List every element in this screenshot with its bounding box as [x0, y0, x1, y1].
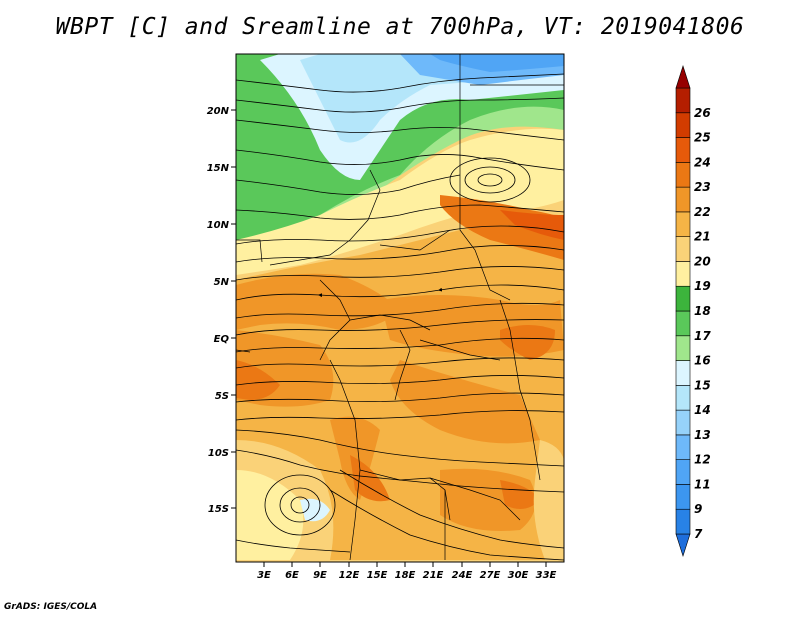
colorbar-label: 9 — [694, 502, 702, 516]
colorbar-segment — [675, 236, 691, 262]
lon-tick-label: 18E — [395, 570, 416, 581]
lon-tick-label: 24E — [452, 570, 473, 581]
lon-tick-label: 6E — [285, 570, 299, 581]
colorbar-segment — [675, 385, 691, 411]
colorbar-label: 13 — [694, 428, 711, 442]
streamlines — [236, 73, 564, 561]
colorbar-segment — [675, 285, 691, 312]
colorbar-label: 20 — [694, 254, 711, 268]
colorbar-segment — [675, 409, 691, 436]
colorbar-label: 12 — [694, 453, 711, 467]
colorbar-label: 17 — [694, 329, 711, 343]
lat-tick-label: 15N — [207, 163, 230, 174]
colorbar-segment — [675, 434, 691, 460]
colorbar-segment — [675, 137, 691, 163]
lon-tick-label: 15E — [367, 570, 388, 581]
lat-tick-label: 15S — [208, 504, 229, 515]
lat-tick-label: 10N — [207, 220, 230, 231]
colorbar-segment — [675, 508, 691, 535]
colorbar-label: 23 — [694, 180, 711, 194]
lon-tick-label: 30E — [508, 570, 529, 581]
colorbar-label: 24 — [694, 155, 711, 169]
lat-tick-label: 5N — [214, 277, 230, 288]
lon-tick-label: 3E — [257, 570, 271, 581]
colorbar-segment — [675, 112, 691, 138]
colorbar-segment — [675, 211, 691, 237]
colorbar-segment — [675, 87, 691, 114]
wbpt-shading — [236, 54, 564, 562]
colorbar-label: 25 — [694, 131, 711, 145]
colorbar-top-arrow — [675, 65, 691, 89]
lon-tick-label: 27E — [480, 570, 501, 581]
colorbar-label: 22 — [694, 205, 711, 219]
colorbar-label: 19 — [694, 279, 711, 293]
lon-tick-label: 9E — [313, 570, 327, 581]
colorbar: 7 9 11 12 13 14 15 16 17 18 19 20 21 22 23 24 25 26 — [675, 65, 711, 557]
lat-axis: 20N 15N 10N 5N EQ 5S 10S 15S — [207, 106, 236, 515]
country-borders — [236, 54, 564, 561]
colorbar-label: 11 — [694, 477, 711, 491]
lat-tick-label: 10S — [208, 448, 229, 459]
colorbar-segment — [675, 360, 691, 386]
lat-tick-label: 20N — [207, 106, 230, 117]
colorbar-label: 16 — [694, 354, 711, 368]
lon-axis: 3E 6E 9E 12E 15E 18E 21E 24E 27E 30E 33E — [257, 562, 557, 581]
colorbar-segment — [675, 162, 691, 188]
colorbar-label: 14 — [694, 403, 711, 417]
colorbar-label: 7 — [694, 527, 703, 541]
colorbar-segment — [675, 186, 691, 213]
lat-tick-label: EQ — [214, 334, 230, 345]
colorbar-bottom-arrow — [675, 533, 691, 557]
colorbar-segment — [675, 459, 691, 485]
colorbar-segment — [675, 484, 691, 510]
lon-tick-label: 12E — [339, 570, 360, 581]
lon-tick-label: 33E — [536, 570, 557, 581]
lat-tick-label: 5S — [215, 391, 229, 402]
colorbar-label: 26 — [694, 106, 711, 120]
colorbar-label: 21 — [694, 230, 711, 244]
colorbar-segment — [675, 261, 691, 287]
lon-tick-label: 21E — [423, 570, 444, 581]
map-frame — [235, 53, 565, 563]
colorbar-segment — [675, 335, 691, 361]
colorbar-segment — [675, 310, 691, 337]
footer-credit: GrADS: IGES/COLA — [4, 602, 98, 612]
chart-title: WBPT [C] and Sreamline at 700hPa, VT: 20… — [55, 14, 745, 40]
colorbar-label: 18 — [694, 304, 711, 318]
colorbar-label: 15 — [694, 378, 711, 392]
